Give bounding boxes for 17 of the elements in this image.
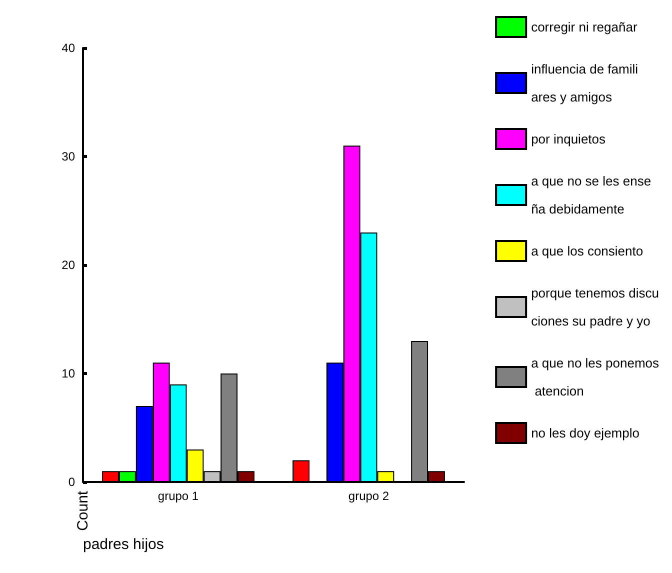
y-tick-label: 10: [62, 366, 76, 380]
y-tick-label: 30: [62, 150, 76, 164]
legend-label: por inquietos: [531, 132, 606, 146]
legend-label: a que no se les ense ña debidamente: [531, 174, 652, 216]
legend-label: no les doy ejemplo: [531, 426, 640, 440]
legend-label: influencia de famili ares y amigos: [531, 62, 638, 104]
legend-label: a que los consiento: [531, 244, 644, 258]
y-tick-label: 40: [62, 41, 76, 55]
y-tick-label: 20: [62, 258, 76, 272]
legend-label: porque tenemos discu ciones su padre y yo: [531, 286, 659, 328]
x-tick-label: grupo 2: [348, 489, 390, 503]
x-tick-label: grupo 1: [158, 489, 199, 503]
y-tick-label: 0: [68, 475, 76, 489]
x-axis-title: padres hijos: [83, 536, 164, 553]
y-axis-title: Count: [74, 490, 92, 531]
legend-label: corregir ni regañar: [531, 20, 638, 34]
legend-label: a que no les ponemos atencion: [531, 356, 660, 398]
